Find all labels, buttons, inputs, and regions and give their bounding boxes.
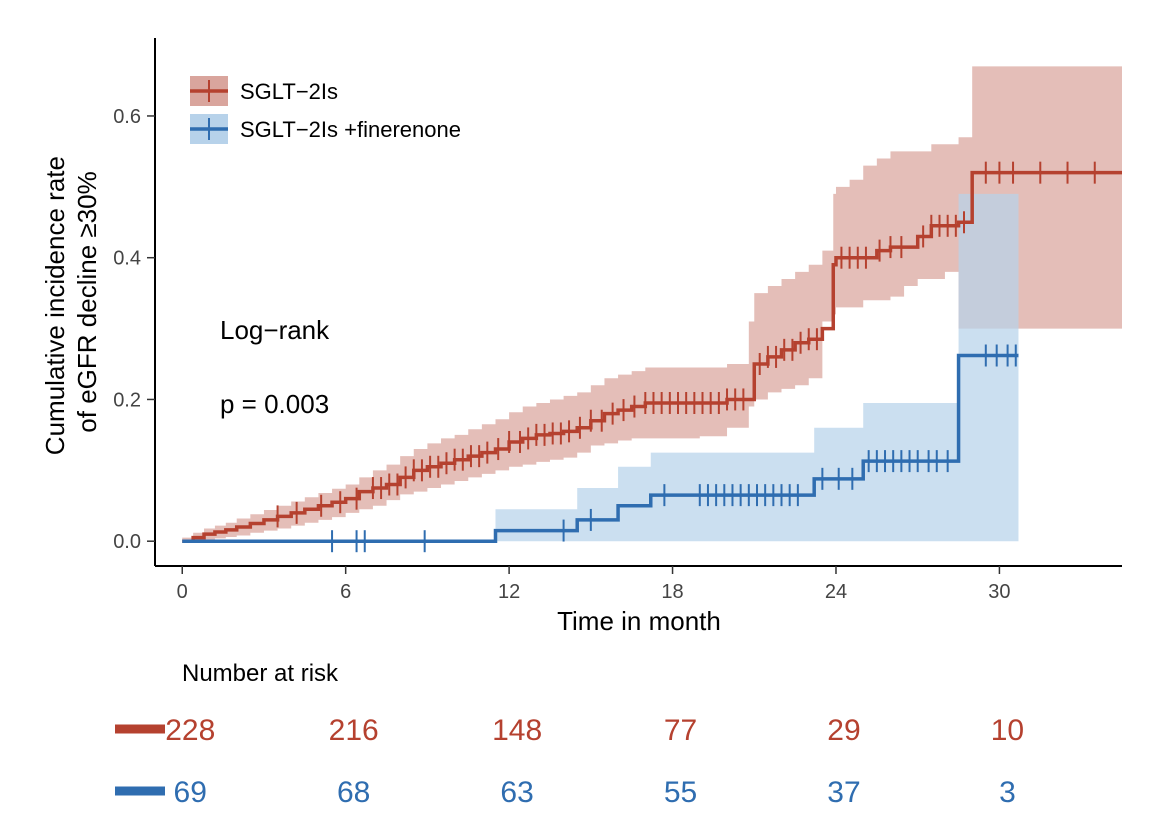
series-lines (182, 170, 1122, 543)
risk-table-title: Number at risk (182, 660, 339, 687)
y-axis-ticks: 0.0 0.2 0.4 0.6 (113, 106, 155, 553)
confidence-bands (182, 66, 1122, 542)
x-tick-label: 30 (988, 581, 1010, 603)
risk-count: 10 (991, 714, 1024, 747)
y-axis-title-line-1: Cumulative incidence rate (40, 156, 70, 455)
risk-count: 55 (664, 776, 697, 809)
km-line-series-1 (182, 353, 1019, 543)
risk-count: 148 (492, 714, 542, 747)
ci-band-series-0 (182, 66, 1122, 542)
p-value-label: p = 0.003 (220, 389, 329, 419)
x-axis-title: Time in month (557, 606, 721, 636)
risk-count: 3 (999, 776, 1016, 809)
logrank-label: Log−rank (220, 315, 330, 345)
y-axis-title: Cumulative incidence rate of eGFR declin… (40, 149, 102, 455)
risk-count: 216 (329, 714, 379, 747)
y-tick-label: 0.6 (113, 106, 141, 128)
x-tick-label: 6 (340, 581, 351, 603)
risk-count: 77 (664, 714, 697, 747)
legend-label-finerenone: SGLT−2Is +finerenone (240, 117, 461, 142)
x-tick-label: 18 (661, 581, 683, 603)
legend: SGLT−2Is SGLT−2Is +finerenone (190, 76, 461, 144)
km-line-series-0 (182, 170, 1122, 543)
x-tick-label: 24 (825, 581, 847, 603)
x-axis-ticks: 0 6 12 18 24 30 (177, 566, 1011, 603)
risk-count: 37 (827, 776, 860, 809)
y-axis-title-line-2: of eGFR decline ≥30% (72, 171, 102, 432)
y-tick-label: 0.0 (113, 531, 141, 553)
risk-count: 68 (337, 776, 370, 809)
y-tick-label: 0.2 (113, 389, 141, 411)
risk-table-numbers: 228 216 148 77 29 10 69 68 63 55 37 3 (165, 714, 1024, 809)
risk-count: 228 (165, 714, 215, 747)
x-tick-label: 12 (498, 581, 520, 603)
risk-count: 63 (500, 776, 533, 809)
y-tick-label: 0.4 (113, 248, 141, 270)
ci-band-series-1 (182, 193, 1019, 542)
risk-count: 29 (827, 714, 860, 747)
x-tick-label: 0 (177, 581, 188, 603)
risk-count: 69 (174, 776, 207, 809)
legend-label-sglt2: SGLT−2Is (240, 79, 338, 104)
censor-marks (276, 161, 1096, 553)
